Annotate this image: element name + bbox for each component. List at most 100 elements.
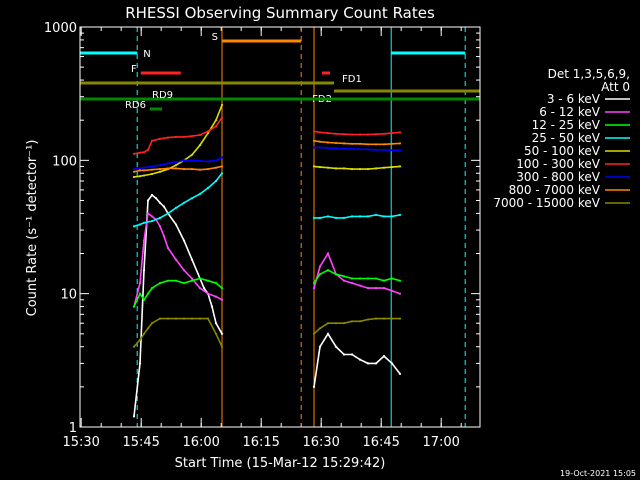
annotation-label: RD6	[125, 100, 146, 111]
data-point	[162, 235, 166, 238]
data-point	[150, 287, 154, 290]
data-point	[182, 239, 186, 242]
chart-title: RHESSI Observing Summary Count Rates	[125, 4, 435, 22]
data-point	[174, 161, 178, 164]
data-point	[326, 132, 330, 135]
x-tick-label: 15:30	[62, 435, 99, 450]
legend-title-line-1: Det 1,3,5,6,9,	[548, 67, 630, 81]
data-point	[318, 265, 322, 268]
data-point	[350, 142, 354, 145]
data-point	[398, 279, 402, 282]
data-point	[374, 143, 378, 146]
y-tick-label: 10	[60, 288, 77, 303]
data-point	[198, 192, 202, 195]
data-point	[342, 167, 346, 170]
data-point	[198, 287, 202, 290]
data-point	[150, 139, 154, 142]
data-point	[150, 172, 154, 176]
data-point	[358, 168, 362, 171]
data-point	[182, 135, 186, 138]
data-point	[390, 215, 394, 218]
data-point	[350, 215, 354, 218]
data-point	[334, 273, 338, 276]
data-point	[358, 133, 362, 136]
data-point	[150, 168, 154, 171]
data-point	[390, 149, 394, 152]
x-tick-label: 16:45	[362, 435, 399, 450]
data-point	[142, 174, 146, 177]
data-point	[132, 168, 136, 171]
data-point	[326, 269, 330, 272]
data-point	[390, 277, 394, 280]
data-point	[198, 159, 202, 162]
annotation-label: N	[143, 49, 150, 60]
series-line-12-25-kev	[133, 277, 223, 307]
data-point	[390, 132, 394, 135]
data-point	[350, 353, 354, 356]
data-point	[158, 201, 162, 204]
series-line-6-12-kev	[313, 251, 401, 295]
data-point	[326, 252, 330, 255]
data-point	[312, 216, 316, 219]
data-point	[220, 165, 224, 168]
data-point	[374, 167, 378, 170]
data-point	[210, 305, 214, 308]
data-point	[220, 172, 224, 175]
data-point	[142, 298, 146, 301]
series-line-100-300-kev	[313, 130, 401, 136]
data-point	[214, 125, 218, 128]
data-point	[334, 345, 338, 348]
data-point	[146, 212, 150, 215]
data-point	[398, 165, 402, 168]
data-point	[138, 223, 142, 226]
data-point	[146, 199, 150, 202]
series-group	[132, 103, 402, 418]
data-point	[374, 362, 378, 365]
data-point	[398, 213, 402, 216]
data-point	[138, 282, 142, 285]
x-tick-label: 17:00	[422, 435, 459, 450]
data-point	[312, 130, 316, 133]
data-point	[312, 385, 316, 388]
data-point	[342, 279, 346, 282]
data-point	[138, 167, 142, 170]
data-point	[138, 292, 142, 295]
data-point	[390, 289, 394, 292]
x-tick-label: 16:30	[302, 435, 339, 450]
data-point	[142, 169, 146, 172]
data-point	[166, 136, 170, 139]
data-point	[374, 287, 378, 290]
data-point	[138, 169, 142, 172]
data-point	[206, 160, 210, 163]
data-point	[326, 332, 330, 335]
data-point	[158, 216, 162, 219]
data-point	[190, 168, 194, 171]
data-point	[182, 269, 186, 272]
legend-label: 3 - 6 keV	[547, 92, 601, 106]
data-point	[358, 320, 362, 323]
data-point	[358, 277, 362, 280]
data-point	[154, 197, 158, 200]
data-point	[190, 277, 194, 280]
data-point	[174, 135, 178, 138]
data-point	[166, 279, 170, 282]
data-point	[366, 168, 370, 171]
data-point	[158, 282, 162, 285]
data-point	[214, 159, 218, 162]
data-point	[342, 147, 346, 150]
data-point	[382, 279, 386, 282]
data-point	[318, 140, 322, 143]
data-point	[132, 152, 136, 155]
data-point	[342, 353, 346, 356]
data-point	[158, 137, 162, 140]
data-point	[382, 317, 386, 320]
data-point	[150, 322, 154, 325]
data-point	[220, 287, 224, 290]
data-point	[390, 142, 394, 145]
data-point	[206, 132, 210, 135]
series-line-800-7000-kev	[313, 140, 401, 146]
data-point	[142, 269, 146, 272]
data-point	[182, 282, 186, 285]
